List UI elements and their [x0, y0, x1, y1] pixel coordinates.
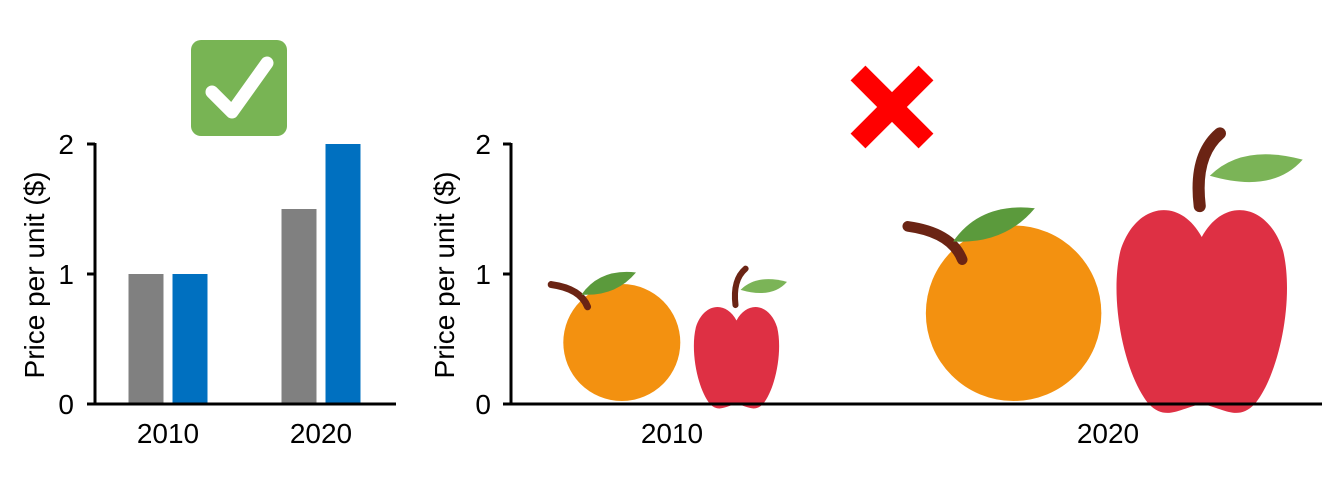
- bar-2020-series-2: [325, 144, 361, 404]
- right-ytick-label-2: 2: [475, 129, 491, 160]
- left-xtick-label-2010: 2010: [137, 418, 199, 449]
- left-ytick-label-1: 1: [58, 259, 74, 290]
- left-xtick-label-2020: 2020: [290, 418, 352, 449]
- right-xtick-label-2020: 2020: [1077, 418, 1139, 449]
- right-fruits: [547, 127, 1303, 413]
- right-xtick-label-2010: 2010: [641, 418, 703, 449]
- apple-icon-2020: [1116, 127, 1303, 413]
- bar-2010-series-2: [172, 274, 208, 404]
- orange-icon-2020: [902, 207, 1102, 401]
- right-y-axis-label: Price per unit ($): [429, 172, 460, 379]
- bar-2020-series-1: [281, 209, 317, 404]
- right-ytick-label-0: 0: [475, 389, 491, 420]
- orange-icon-2010: [547, 271, 681, 401]
- left-y-axis-label: Price per unit ($): [19, 172, 50, 379]
- left-ytick-label-2: 2: [58, 129, 74, 160]
- cross-icon: [850, 65, 934, 149]
- left-bars: [128, 144, 361, 404]
- checkmark-icon: [191, 40, 287, 136]
- right-chart: 0 1 2 2010 2020 Price per unit ($): [429, 65, 1322, 449]
- apple-icon-2010: [693, 265, 787, 409]
- right-ytick-label-1: 1: [475, 259, 491, 290]
- left-chart: 0 1 2 2010 2020 Price per unit ($): [19, 40, 396, 449]
- left-ytick-label-0: 0: [58, 389, 74, 420]
- bar-2010-series-1: [128, 274, 164, 404]
